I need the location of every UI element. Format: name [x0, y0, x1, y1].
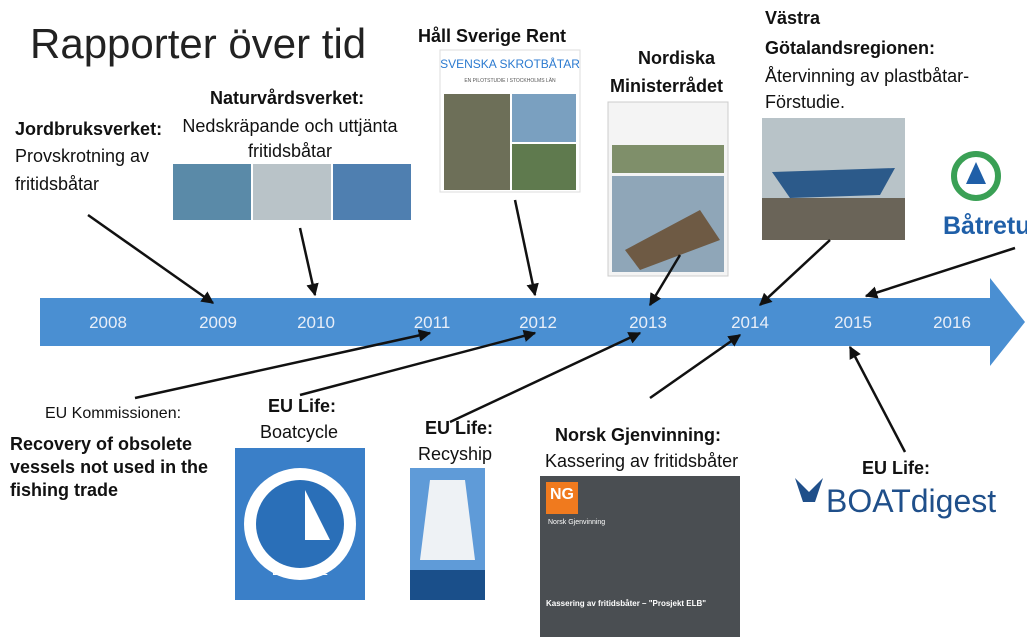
arrow [515, 200, 535, 295]
image-text: SVENSKA SKROTBÅTAR [440, 56, 580, 71]
arrow [760, 240, 830, 305]
org: Håll Sverige Rent [418, 26, 566, 46]
arrow [88, 215, 213, 303]
photo [612, 145, 724, 173]
arrow [450, 333, 640, 422]
logo-text: Båtretur [943, 212, 1027, 240]
text: Recovery of obsolete [10, 434, 192, 454]
photo [512, 94, 576, 142]
org: EU Life: [268, 396, 336, 416]
year-label: 2015 [834, 313, 872, 332]
boat [772, 168, 895, 198]
logo-icon [966, 162, 986, 184]
arrow [300, 228, 315, 295]
text: Recyship [418, 444, 492, 464]
title: Rapporter över tid [30, 20, 366, 67]
water [410, 570, 485, 600]
photo-ground [762, 198, 905, 240]
org: EU Life: [425, 418, 493, 438]
image-text: BOATCYCLE [272, 567, 327, 577]
photo [333, 164, 411, 220]
year-label: 2012 [519, 313, 557, 332]
year-label: 2016 [933, 313, 971, 332]
slide: Rapporter över tid 200820092010201120122… [0, 0, 1027, 639]
text: fishing trade [10, 480, 118, 500]
photo [253, 164, 331, 220]
org: Götalandsregionen: [765, 38, 935, 58]
year-label: 2014 [731, 313, 769, 332]
org: Nordiska [638, 48, 716, 68]
org: Jordbruksverket: [15, 119, 162, 139]
text: Provskrotning av [15, 146, 149, 166]
text: fritidsbåtar [248, 141, 332, 161]
text: Kassering av fritidsbåter [545, 451, 738, 471]
year-label: 2013 [629, 313, 667, 332]
logo-disc [256, 480, 344, 568]
year-label: 2011 [414, 313, 451, 332]
org: Norsk Gjenvinning: [555, 425, 721, 445]
image-text: EN PILOTSTUDIE I STOCKHOLMS LÄN [464, 77, 556, 84]
text: Återvinning av plastbåtar- [765, 66, 969, 86]
photo [512, 144, 576, 190]
text: vessels not used in the [10, 457, 208, 477]
text: fritidsbåtar [15, 174, 99, 194]
org: EU Kommissionen: [45, 405, 181, 422]
arrow [850, 347, 905, 452]
year-label: 2010 [297, 313, 335, 332]
text: Förstudie. [765, 92, 845, 112]
logo-text: BOATdigest [826, 483, 996, 519]
org: Västra [765, 8, 821, 28]
year-label: 2008 [89, 313, 127, 332]
text: Boatcycle [260, 422, 338, 442]
photo [173, 164, 251, 220]
org: Naturvårdsverket: [210, 88, 364, 108]
year-label: 2009 [199, 313, 237, 332]
text: Nedskräpande och uttjänta [182, 116, 398, 136]
org: EU Life: [862, 458, 930, 478]
image-text: Kassering av fritidsbåter – "Prosjekt EL… [546, 599, 706, 608]
years: 2008 2009 2010 2011 2012 2013 2014 2015 2016 [89, 313, 971, 332]
photo [444, 94, 510, 190]
org: Ministerrådet [610, 76, 723, 96]
image-text: NG [550, 486, 574, 503]
logo-icon [795, 478, 823, 502]
image-text: Norsk Gjenvinning [548, 519, 605, 526]
